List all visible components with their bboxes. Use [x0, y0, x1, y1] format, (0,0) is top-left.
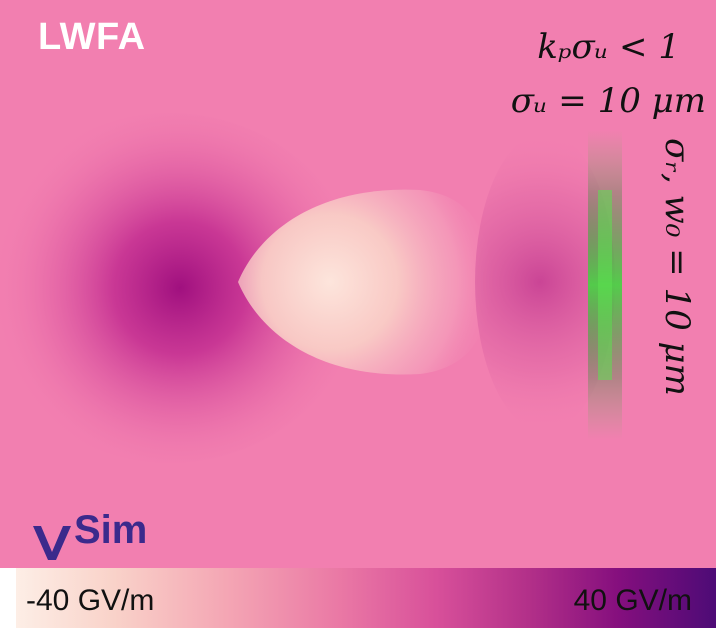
colorbar-min-label: -40 GV/m [26, 584, 155, 617]
wakefield-field-image [0, 0, 716, 568]
logo-text: Sim [74, 508, 148, 552]
v-chevron-icon [33, 526, 71, 560]
laser-core [598, 190, 612, 380]
equation-k-sigma: kₚσᵤ < 1 [537, 27, 680, 67]
equation-sigma-z: σᵤ = 10 μm [510, 81, 706, 121]
light-bubble [238, 189, 492, 375]
plot-title: LWFA [38, 16, 146, 58]
colorbar [16, 568, 716, 628]
vsim-logo: Sim [32, 510, 147, 562]
wakefield-plot [0, 0, 716, 568]
dark-field-lobe [0, 113, 360, 463]
colorbar-max-label: 40 GV/m [573, 584, 692, 617]
equation-sigma-r-w0: σᵣ, w₀ = 10 μm [657, 138, 697, 396]
